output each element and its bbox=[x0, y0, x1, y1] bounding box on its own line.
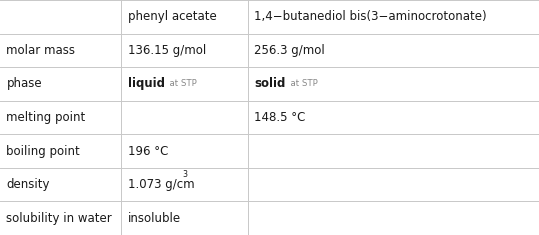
Text: 256.3 g/mol: 256.3 g/mol bbox=[254, 44, 325, 57]
Text: 1.073 g/cm: 1.073 g/cm bbox=[128, 178, 195, 191]
Text: solubility in water: solubility in water bbox=[6, 212, 112, 225]
Text: 148.5 °C: 148.5 °C bbox=[254, 111, 306, 124]
Text: liquid: liquid bbox=[128, 77, 165, 90]
Text: molar mass: molar mass bbox=[6, 44, 75, 57]
Text: at STP: at STP bbox=[164, 79, 197, 88]
Text: solid: solid bbox=[254, 77, 286, 90]
Text: density: density bbox=[6, 178, 50, 191]
Text: melting point: melting point bbox=[6, 111, 86, 124]
Text: 3: 3 bbox=[183, 170, 188, 179]
Text: phenyl acetate: phenyl acetate bbox=[128, 10, 217, 23]
Text: 196 °C: 196 °C bbox=[128, 145, 168, 158]
Text: phase: phase bbox=[6, 77, 42, 90]
Text: 1,4−butanediol bis(3−aminocrotonate): 1,4−butanediol bis(3−aminocrotonate) bbox=[254, 10, 487, 23]
Text: at STP: at STP bbox=[285, 79, 318, 88]
Text: boiling point: boiling point bbox=[6, 145, 80, 158]
Text: insoluble: insoluble bbox=[128, 212, 181, 225]
Text: 136.15 g/mol: 136.15 g/mol bbox=[128, 44, 206, 57]
